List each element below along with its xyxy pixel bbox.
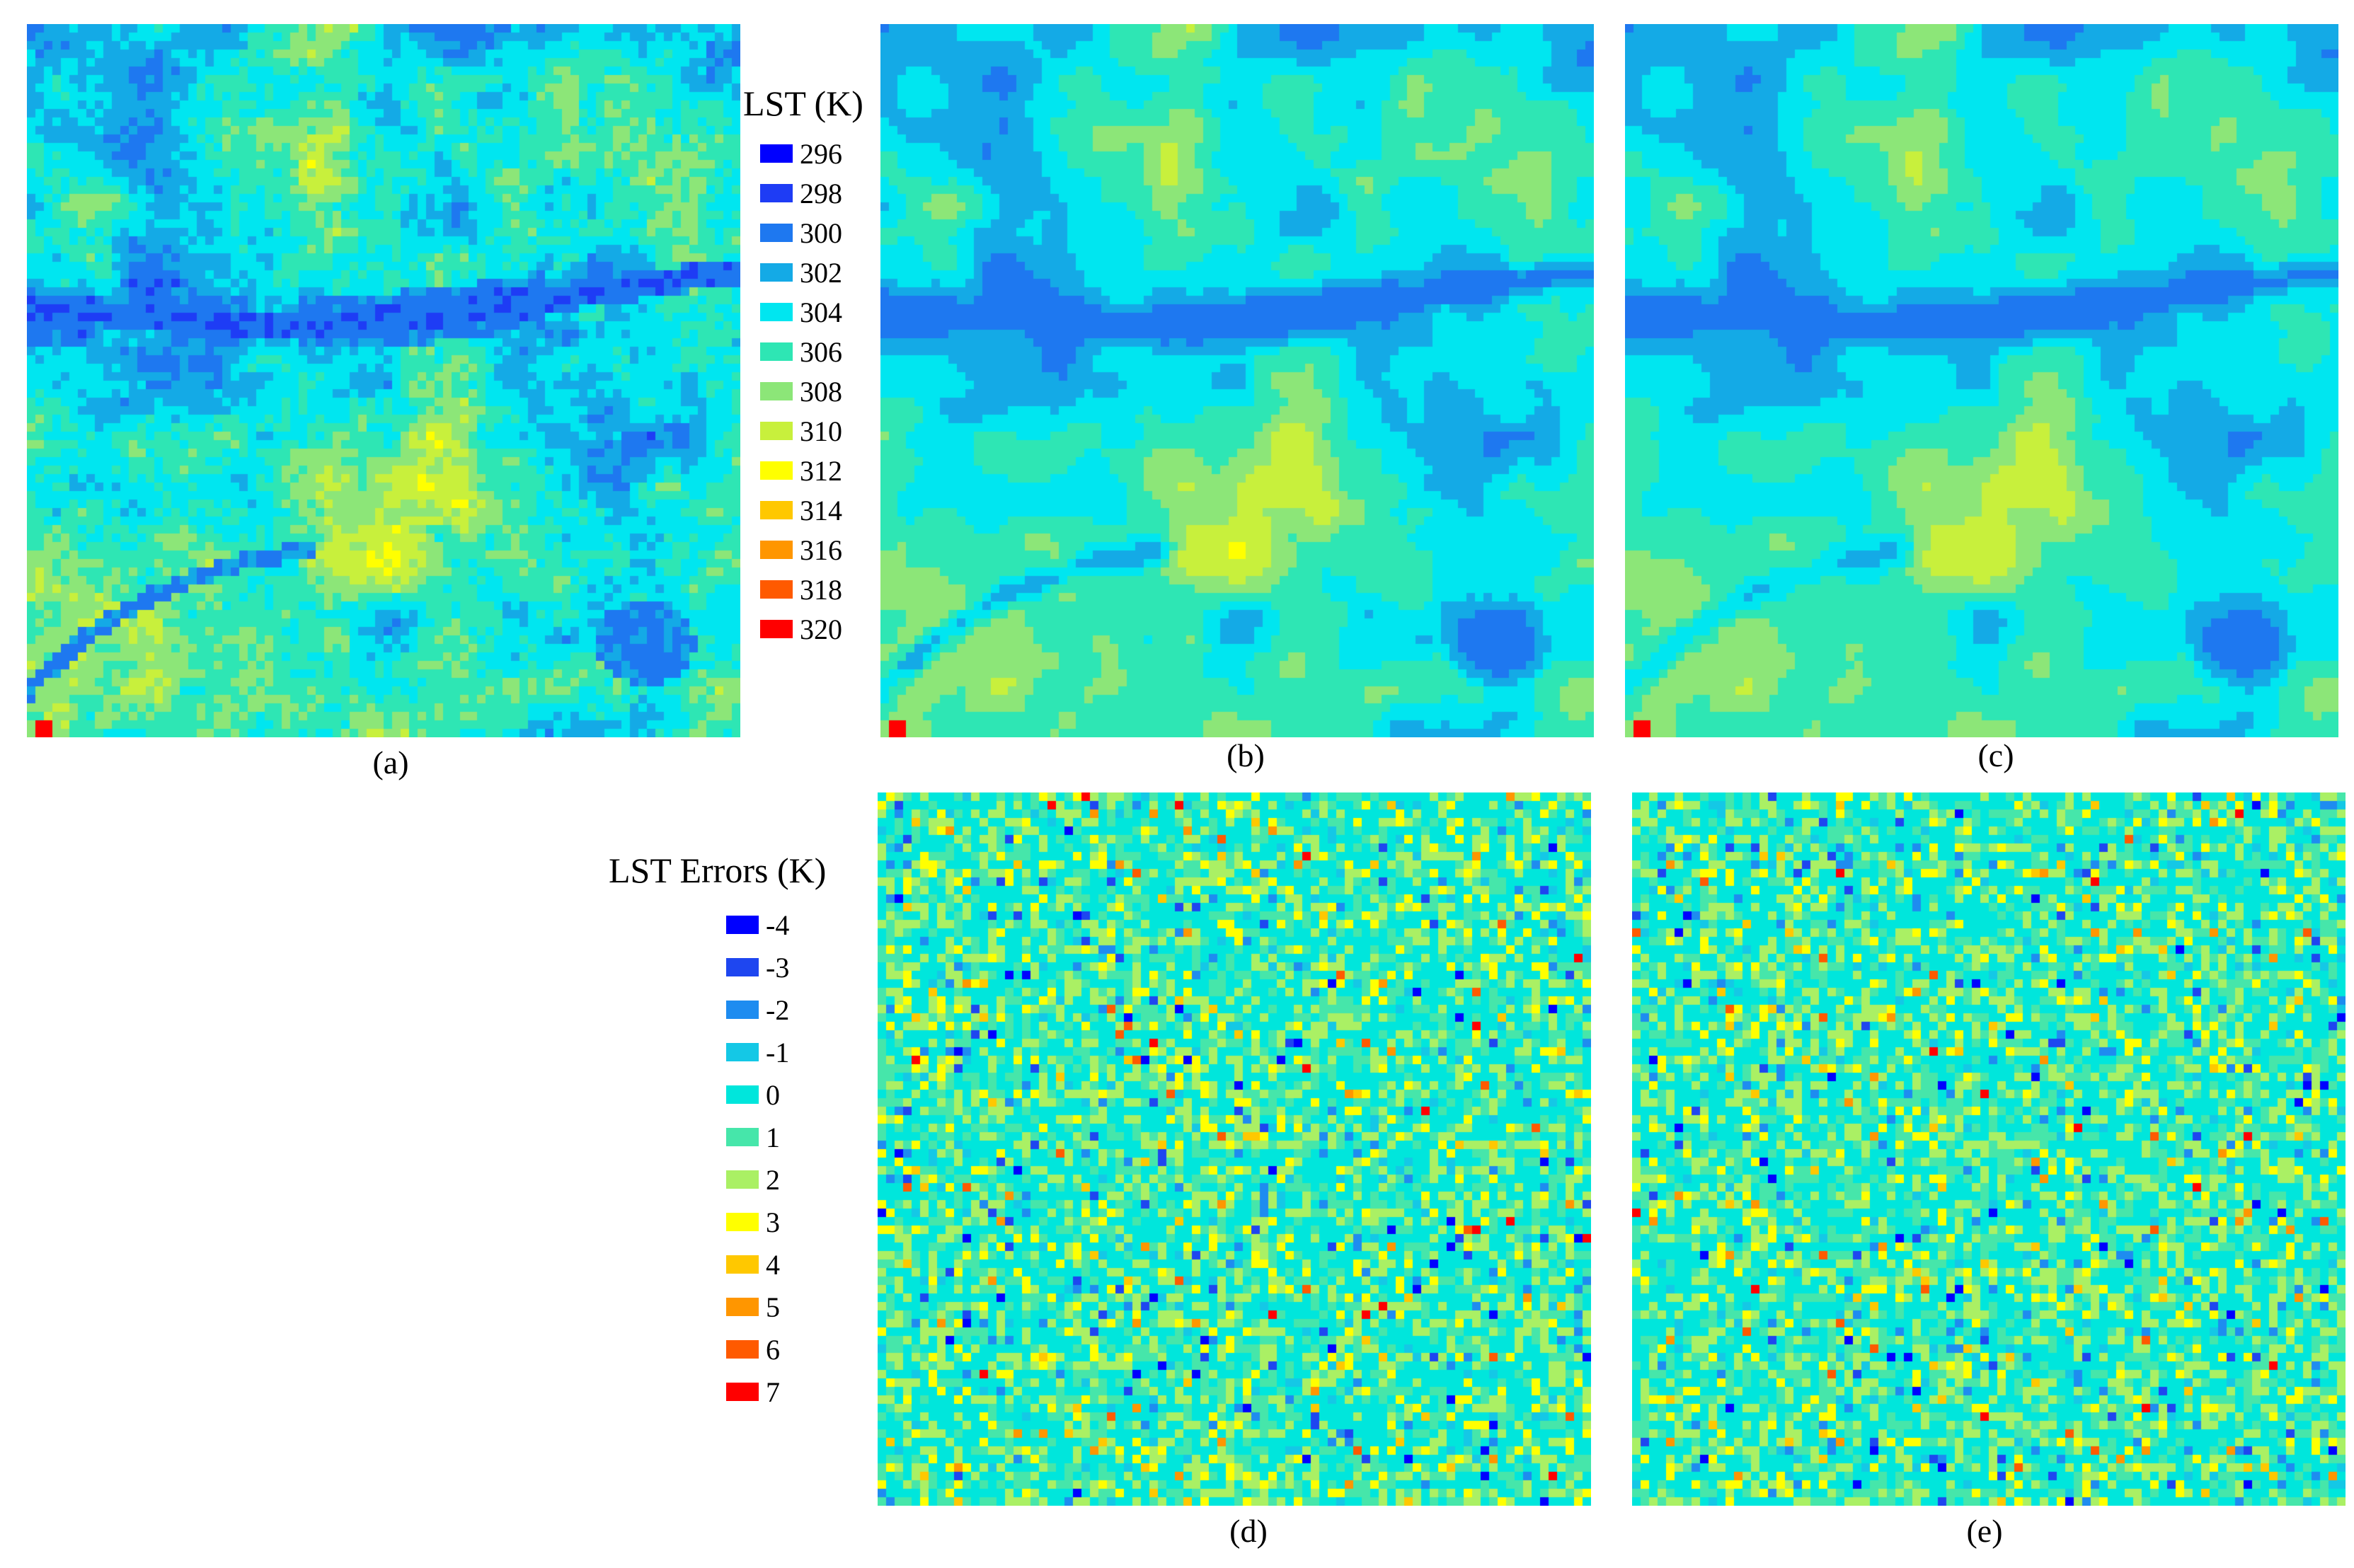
err-legend-label: 5 [766, 1291, 780, 1323]
map-panel-b [880, 24, 1594, 737]
lst-legend-label: 310 [800, 415, 842, 447]
err-legend-label: 2 [766, 1164, 780, 1196]
lst-legend-swatch [760, 342, 793, 361]
lst-legend-label: 316 [800, 534, 842, 566]
lst-legend-swatch [760, 382, 793, 400]
err-legend-title: LST Errors (K) [609, 851, 827, 890]
lst-legend-label: 318 [800, 574, 842, 606]
err-legend-swatch [726, 1001, 759, 1019]
lst-legend-swatch [760, 224, 793, 242]
lst-legend-label: 304 [800, 296, 842, 328]
err-legend-swatch [726, 1170, 759, 1189]
lst-legend-swatch [760, 501, 793, 519]
lst-legend-label: 302 [800, 257, 842, 289]
err-legend-swatch [726, 1213, 759, 1231]
err-legend-label: -1 [766, 1037, 790, 1068]
map-panel-a [27, 24, 740, 737]
err-legend-label: 3 [766, 1206, 780, 1238]
err-legend-label: 1 [766, 1122, 780, 1153]
caption-a: (a) [372, 744, 409, 780]
lst-legend-swatch [760, 541, 793, 559]
err-legend-swatch [726, 916, 759, 934]
lst-legend-label: 306 [800, 336, 842, 368]
lst-legend-swatch [760, 461, 793, 480]
err-legend-label: 0 [766, 1079, 780, 1111]
err-legend-label: -3 [766, 952, 790, 984]
error-map-e [1632, 792, 2346, 1506]
error-map-d [878, 792, 1591, 1506]
lst-legend: LST (K) 296 298 300 302 304 306 308 310 312 314 31… [743, 82, 885, 648]
lst-legend-swatch [760, 422, 793, 440]
err-legend-swatch [726, 1128, 759, 1146]
lst-legend-label: 296 [800, 138, 842, 170]
lst-legend-label: 312 [800, 455, 842, 487]
err-legend-label: 7 [766, 1376, 780, 1408]
lst-map-b [880, 24, 1594, 737]
caption-c: (c) [1977, 737, 2014, 773]
err-legend-swatch [726, 1043, 759, 1061]
map-panel-c [1625, 24, 2338, 737]
lst-legend-label: 320 [800, 613, 842, 645]
err-legend-label: 4 [766, 1249, 780, 1281]
caption-d: (d) [1229, 1513, 1268, 1549]
err-legend-label: -4 [766, 909, 790, 941]
err-legend-label: 6 [766, 1334, 780, 1366]
map-panel-d [878, 792, 1591, 1506]
lst-legend-swatch [760, 144, 793, 163]
lst-legend-label: 308 [800, 376, 842, 408]
lst-legend-title: LST (K) [743, 83, 863, 123]
caption-e: (e) [1966, 1513, 2003, 1549]
lst-legend-label: 314 [800, 495, 842, 526]
err-legend-swatch [726, 1298, 759, 1316]
lst-legend-swatch [760, 303, 793, 321]
err-legend-swatch [726, 1383, 759, 1401]
lst-legend-swatch [760, 620, 793, 638]
lst-legend-swatch [760, 184, 793, 202]
lst-legend-swatch [760, 580, 793, 599]
err-legend-swatch [726, 958, 759, 976]
err-legend-swatch [726, 1085, 759, 1104]
caption-b: (b) [1227, 737, 1265, 773]
err-legend-swatch [726, 1340, 759, 1359]
map-panel-e [1632, 792, 2346, 1506]
err-legend-swatch [726, 1255, 759, 1274]
err-legend: LST Errors (K) -4 -3 -2 -1 0 1 2 3 4 5 6 7 [609, 849, 863, 1415]
lst-map-a [27, 24, 740, 737]
err-legend-label: -2 [766, 994, 790, 1026]
lst-map-c [1625, 24, 2338, 737]
lst-legend-label: 298 [800, 178, 842, 209]
lst-legend-label: 300 [800, 217, 842, 249]
lst-legend-swatch [760, 263, 793, 282]
